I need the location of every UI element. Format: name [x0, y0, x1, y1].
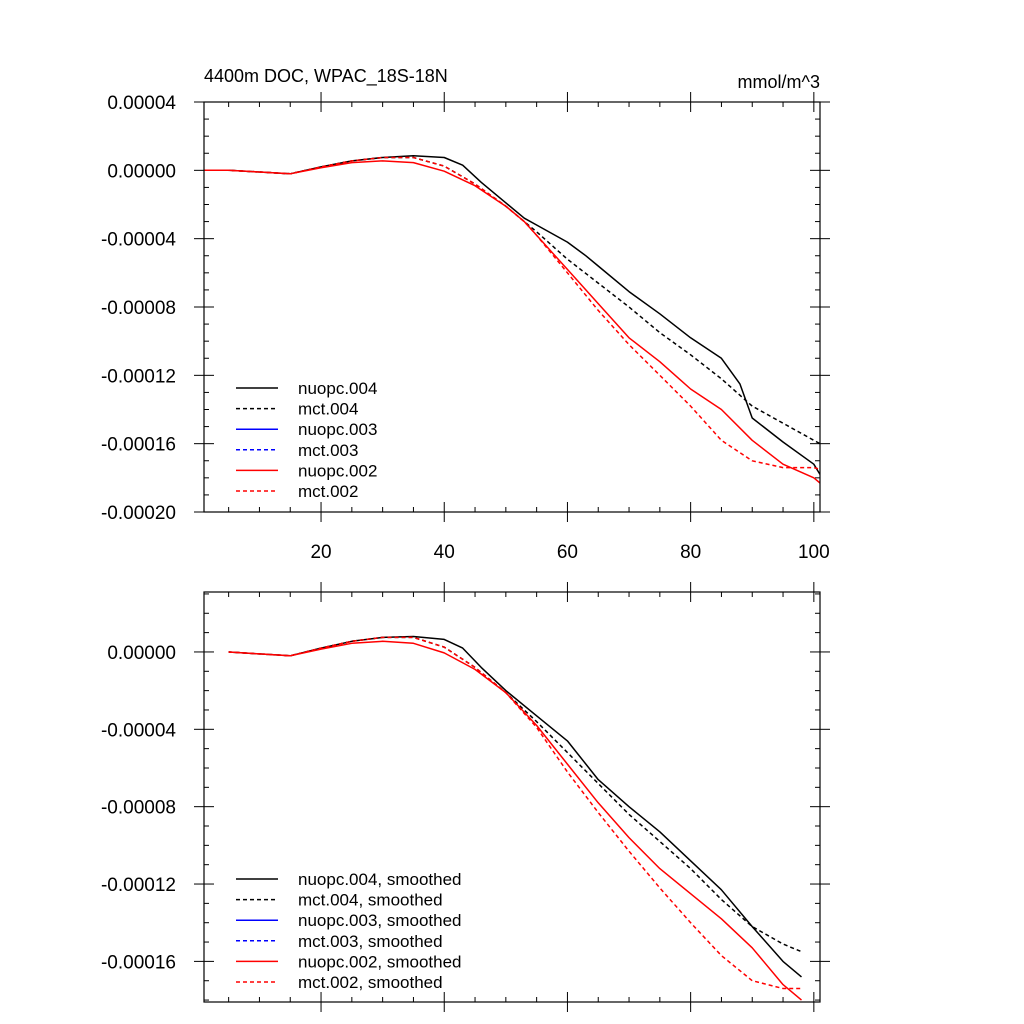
y-tick-label: -0.00016 — [101, 952, 176, 973]
legend-label: mct.004, smoothed — [298, 891, 443, 910]
legend-label: nuopc.004, smoothed — [298, 870, 462, 889]
legend-label: nuopc.004 — [298, 379, 377, 398]
legend-label: nuopc.002 — [298, 461, 377, 480]
x-tick-label: 60 — [557, 542, 578, 563]
legend-label: mct.002 — [298, 482, 358, 501]
series-line-mct-004 — [204, 156, 820, 445]
plot-lines — [228, 635, 802, 1001]
y-tick-label: 0.00000 — [107, 161, 176, 182]
units-label: mmol/m^3 — [738, 72, 820, 92]
x-tick-label: 40 — [434, 542, 455, 563]
plot-frame — [203, 101, 821, 513]
chart-title: 4400m DOC, WPAC_18S-18N — [204, 66, 448, 87]
x-tick-label: 20 — [310, 542, 331, 563]
y-tick-label: 0.00000 — [107, 643, 176, 664]
bottom-panel: 0.00000-0.00004-0.00008-0.00012-0.00016 … — [101, 582, 830, 1012]
y-tick-label: -0.00008 — [101, 798, 176, 819]
series-line-nuopc-002 — [204, 160, 820, 484]
axis-ticks — [194, 582, 830, 1012]
top-panel: 4400m DOC, WPAC_18S-18N mmol/m^3 20 40 60 8… — [101, 66, 830, 563]
x-tick-label: 80 — [680, 542, 701, 563]
axis-tick-labels: 20 40 60 80 100 0.00004 0.00000 -0.00004 -0.0000… — [101, 93, 830, 563]
series-line-mct-002 — [204, 156, 820, 471]
legend-label: mct.004 — [298, 400, 358, 419]
plot-lines — [204, 155, 820, 484]
axis-tick-labels: 0.00000 -0.00004 -0.00008 -0.00012 -0.00016 — [101, 643, 176, 973]
legend-label: nuopc.003, smoothed — [298, 911, 462, 930]
legend-label: mct.003 — [298, 441, 358, 460]
y-tick-label: -0.00012 — [101, 366, 176, 387]
legend-label: nuopc.003 — [298, 420, 377, 439]
y-tick-label: -0.00012 — [101, 875, 176, 896]
plot-frame — [203, 591, 821, 1003]
y-tick-label: -0.00004 — [101, 230, 176, 251]
x-tick-label: 100 — [798, 542, 830, 563]
y-tick-label: -0.00020 — [101, 503, 176, 524]
series-line-mct-002-smoothed — [228, 636, 802, 990]
legend-label: mct.003, smoothed — [298, 932, 443, 951]
series-line-nuopc-004-smoothed — [228, 635, 802, 978]
series-line-nuopc-004 — [204, 155, 820, 475]
y-tick-label: -0.00016 — [101, 435, 176, 456]
y-tick-label: -0.00008 — [101, 298, 176, 319]
y-tick-label: 0.00004 — [107, 93, 176, 114]
axis-ticks — [194, 92, 830, 522]
legend-label: nuopc.002, smoothed — [298, 952, 462, 971]
y-tick-label: -0.00004 — [101, 720, 176, 741]
legend-label: mct.002, smoothed — [298, 973, 443, 992]
